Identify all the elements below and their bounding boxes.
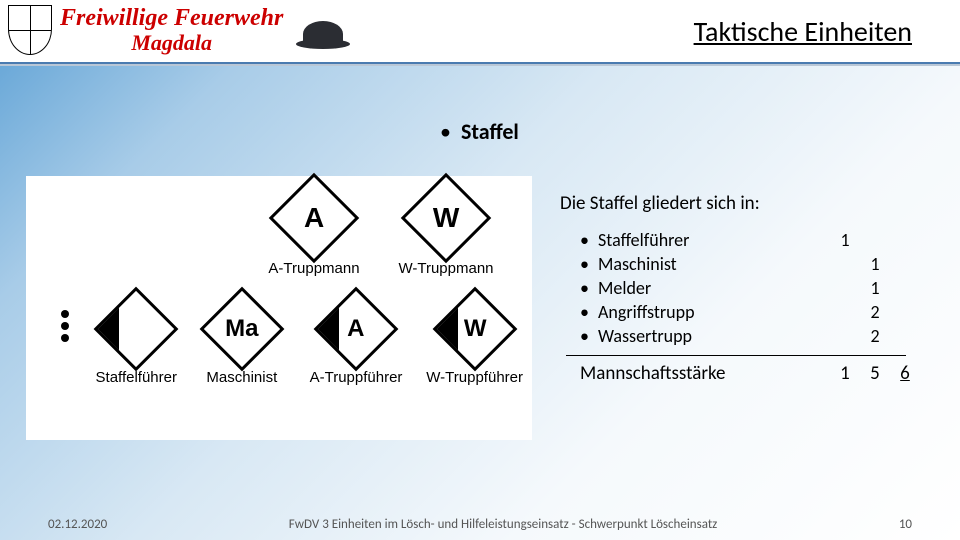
- info-list: •Staffelführer1 •Maschinist1 •Melder1 •A…: [580, 229, 920, 347]
- symbol-diamond: Ma: [199, 287, 284, 372]
- bullet-icon: •: [440, 118, 451, 145]
- total-label: Mannschaftsstärke: [566, 362, 830, 385]
- info-heading: Die Staffel gliedert sich in:: [560, 192, 920, 215]
- unit-maschinist: Ma Maschinist: [197, 299, 287, 386]
- symbol-letter: A: [347, 315, 364, 343]
- unit-staffelfuehrer: Staffelführer: [96, 299, 177, 386]
- symbol-diamond: [94, 287, 179, 372]
- diagram-row-1: A A-Truppmann W W-Truppmann: [258, 186, 524, 277]
- footer-date: 02.12.2020: [48, 517, 107, 532]
- dots-icon: [54, 306, 76, 386]
- subtitle-text: Staffel: [461, 118, 519, 145]
- helmet-icon: [295, 9, 351, 51]
- symbol-diamond: A: [314, 287, 399, 372]
- symbol-label: A-Truppführer: [307, 369, 406, 386]
- org-name: Freiwillige Feuerwehr Magdala: [60, 6, 283, 54]
- divider: [566, 355, 906, 356]
- subtitle: • Staffel: [440, 118, 519, 145]
- list-item: •Angriffstrupp2: [580, 301, 920, 323]
- symbol-letter: W: [463, 315, 486, 343]
- total-c3: 6: [890, 362, 920, 385]
- org-line1: Freiwillige Feuerwehr: [60, 6, 283, 31]
- symbol-diamond: W: [432, 287, 517, 372]
- symbol-diamond: W: [401, 173, 492, 264]
- total-row: Mannschaftsstärke 1 5 6: [566, 362, 920, 385]
- filled-corner-icon: [98, 308, 140, 350]
- symbol-letter: W: [433, 202, 459, 234]
- symbol-letter: Ma: [225, 315, 258, 343]
- unit-w-truppfuehrer: W W-Truppführer: [425, 299, 524, 386]
- total-c1: 1: [830, 362, 860, 385]
- header-stripe: [0, 64, 960, 66]
- list-item: •Melder1: [580, 277, 920, 299]
- unit-a-truppmann: A A-Truppmann: [258, 186, 370, 277]
- page-title: Taktische Einheiten: [694, 14, 912, 49]
- list-item: •Maschinist1: [580, 253, 920, 275]
- diagram-row-2: Staffelführer Ma Maschinist A A-Truppfüh…: [54, 299, 524, 386]
- staffel-diagram: A A-Truppmann W W-Truppmann Staffelführe…: [26, 176, 532, 440]
- symbol-letter: A: [304, 202, 324, 234]
- total-c2: 5: [860, 362, 890, 385]
- footer-page: 10: [899, 517, 912, 532]
- list-item: •Wassertrupp2: [580, 325, 920, 347]
- unit-a-truppfuehrer: A A-Truppführer: [307, 299, 406, 386]
- symbol-label: Staffelführer: [96, 369, 177, 386]
- footer-title: FwDV 3 Einheiten im Lösch- und Hilfeleis…: [107, 517, 899, 532]
- unit-w-truppmann: W W-Truppmann: [390, 186, 502, 277]
- slide: Freiwillige Feuerwehr Magdala Taktische …: [0, 0, 960, 540]
- list-item: •Staffelführer1: [580, 229, 920, 251]
- org-line2: Magdala: [60, 31, 283, 54]
- crest-icon: [8, 5, 52, 55]
- footer: 02.12.2020 FwDV 3 Einheiten im Lösch- un…: [0, 517, 960, 532]
- info-panel: Die Staffel gliedert sich in: •Staffelfü…: [560, 192, 920, 385]
- symbol-diamond: A: [269, 173, 360, 264]
